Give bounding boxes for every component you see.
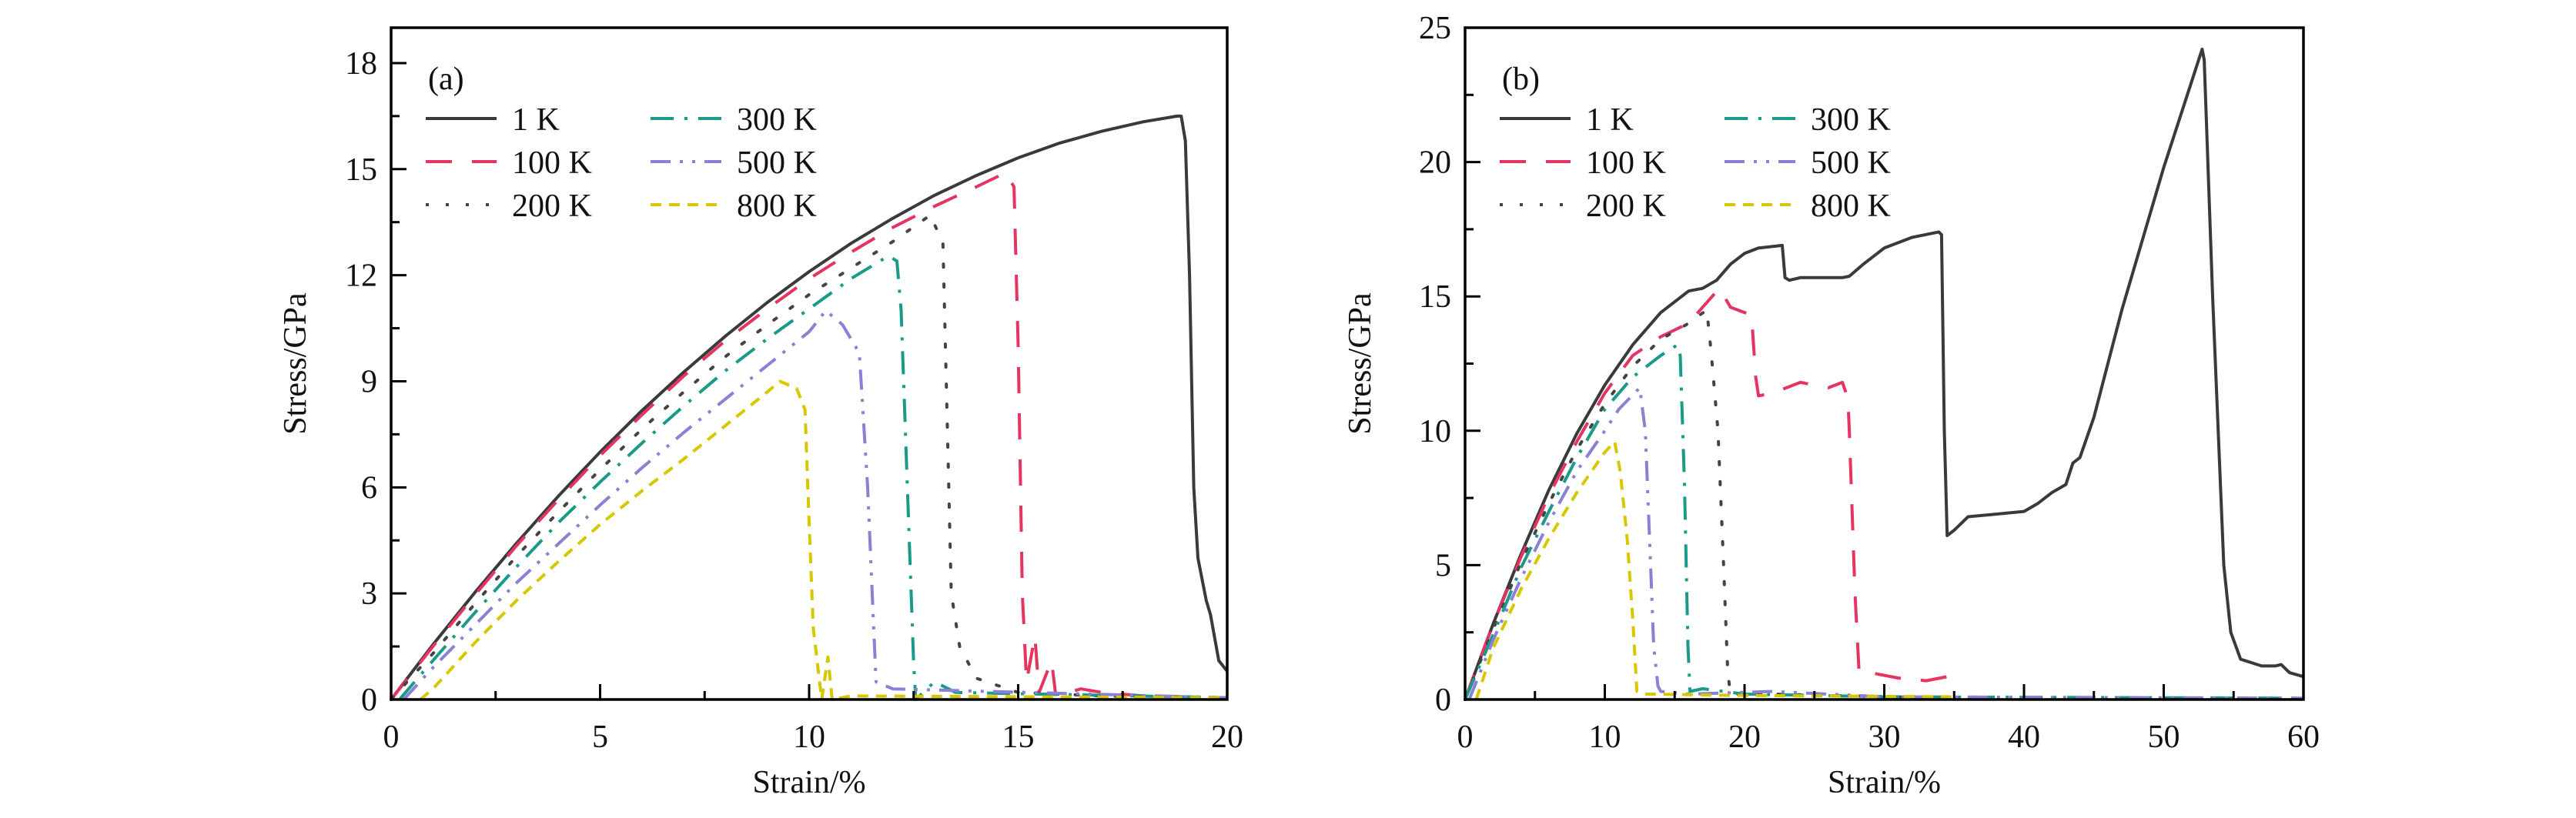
y-tick-label: 9	[361, 364, 377, 399]
x-tick-label: 30	[1868, 720, 1901, 755]
legend-label: 300 K	[737, 102, 817, 138]
y-tick-label: 0	[1435, 683, 1451, 718]
x-tick-label: 40	[2008, 720, 2040, 755]
x-tick-label: 60	[2287, 720, 2320, 755]
y-tick-label: 12	[345, 259, 377, 294]
y-tick-label: 3	[361, 576, 377, 612]
y-tick-label: 10	[1419, 414, 1451, 449]
series-line-100k	[390, 171, 1228, 701]
x-tick-label: 15	[1002, 720, 1035, 755]
panel-a: 0 5 10 15 20 0 3 6 9 12 15 18 Strain/% Stress/GPa (a) 1…	[278, 26, 1243, 800]
y-tick-label: 15	[345, 152, 377, 188]
series-line-500k	[402, 309, 1228, 701]
x-tick-label: 0	[1457, 720, 1474, 755]
y-tick-label: 25	[1419, 11, 1451, 46]
legend-label: 200 K	[512, 189, 592, 224]
legend: 1 K 100 K 200 K 300 K 500 K 800 K	[426, 102, 817, 224]
legend-label: 1 K	[1586, 102, 1634, 138]
y-tick-label: 18	[345, 46, 377, 82]
series-line-100k	[1464, 286, 1955, 700]
series-line-800k	[1474, 439, 1955, 700]
legend: 1 K 100 K 200 K 300 K 500 K 800 K	[1500, 102, 1891, 224]
legend-label: 800 K	[1811, 189, 1891, 224]
y-tick-label: 6	[361, 470, 377, 506]
series-line-500k	[1467, 386, 2304, 700]
series-line-200k	[1464, 308, 1956, 701]
series-line-300k	[1464, 343, 2304, 700]
x-tick-label: 0	[383, 720, 400, 755]
legend-label: 800 K	[737, 189, 817, 224]
panel-label: (b)	[1502, 62, 1540, 97]
panel-label: (a)	[428, 62, 464, 97]
x-axis-label: Strain/%	[753, 765, 866, 800]
x-tick-label: 20	[1728, 720, 1761, 755]
legend-label: 500 K	[737, 145, 817, 181]
series-line-200k	[390, 213, 1229, 701]
panel-b: 0 10 20 30 40 50 60 0 5 10 15 20 25 Strain/% Stress/GP…	[1343, 11, 2320, 800]
x-tick-label: 10	[793, 720, 825, 755]
y-axis-label: Stress/GPa	[1343, 292, 1378, 435]
y-tick-label: 0	[361, 683, 377, 718]
series-line-300k	[398, 254, 1228, 701]
legend-label: 100 K	[1586, 145, 1666, 181]
legend-label: 1 K	[512, 102, 560, 138]
legend-label: 300 K	[1811, 102, 1891, 138]
x-tick-label: 10	[1589, 720, 1621, 755]
x-tick-label: 20	[1211, 720, 1243, 755]
y-tick-label: 5	[1435, 548, 1451, 583]
y-tick-label: 15	[1419, 279, 1451, 315]
legend-label: 500 K	[1811, 145, 1891, 181]
legend-label: 200 K	[1586, 189, 1666, 224]
y-axis-label: Stress/GPa	[278, 292, 313, 435]
x-tick-label: 5	[592, 720, 608, 755]
y-tick-label: 20	[1419, 145, 1451, 181]
series-line-1k	[1464, 47, 2304, 700]
x-axis-label: Strain/%	[1828, 765, 1941, 800]
legend-label: 100 K	[512, 145, 592, 181]
x-tick-label: 50	[2148, 720, 2180, 755]
series-line-1k	[390, 114, 1229, 701]
